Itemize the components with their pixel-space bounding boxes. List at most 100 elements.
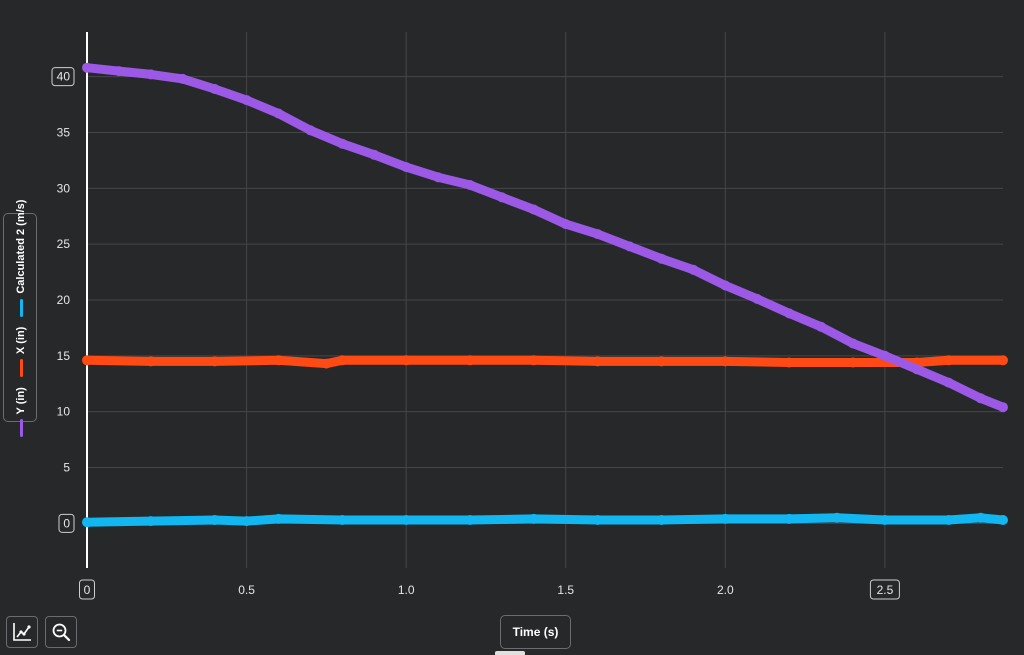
legend-item-x[interactable]: X (in) <box>15 327 27 378</box>
data-point-calculated-2-m-s <box>720 513 731 524</box>
data-point-x-in <box>848 357 858 368</box>
data-point-calculated-2-m-s <box>528 513 539 524</box>
zoom-button[interactable] <box>45 616 77 648</box>
data-point-y-in <box>465 180 475 190</box>
data-point-y-in <box>113 66 124 77</box>
data-point-y-in <box>145 69 156 80</box>
data-point-y-in <box>560 219 571 230</box>
data-point-y-in <box>879 350 890 361</box>
x-tick-label: 2.5 <box>877 583 894 597</box>
data-point-x-in <box>337 355 348 366</box>
x-tick-label: 0.5 <box>238 583 255 597</box>
graph-tools-button[interactable] <box>6 616 38 648</box>
data-point-calculated-2-m-s <box>832 512 842 523</box>
y-tick-label: 35 <box>57 126 71 140</box>
scroll-handle[interactable] <box>495 651 525 655</box>
data-point-y-in <box>273 108 284 119</box>
x-tick-label: 1.0 <box>398 583 415 597</box>
data-point-calculated-2-m-s <box>241 516 252 527</box>
x-tick-label: 0 <box>84 583 91 597</box>
data-point-x-in <box>720 356 731 367</box>
legend-swatch-calculated-2 <box>19 298 23 317</box>
series-calculated-2-m-s <box>82 512 1008 528</box>
series-line-calculated-2-m-s <box>82 513 1008 527</box>
legend-swatch-x <box>19 359 23 378</box>
legend-items: Y (in) X (in) Calculated 2 (m/s) <box>4 200 38 438</box>
data-point-y-in <box>624 241 635 252</box>
legend-swatch-y <box>19 419 23 438</box>
x-tick-label: 2.0 <box>717 583 734 597</box>
x-axis-label-button[interactable]: Time (s) <box>500 615 571 649</box>
data-point-x-in <box>465 355 475 366</box>
x-axis-label: Time (s) <box>512 625 559 639</box>
y-tick-label: 5 <box>63 461 70 475</box>
y-tick-label: 15 <box>57 349 71 363</box>
data-point-y-in <box>848 338 858 349</box>
data-point-calculated-2-m-s <box>82 517 92 528</box>
data-point-x-in <box>82 355 92 366</box>
data-point-y-in <box>656 253 667 264</box>
data-point-y-in <box>816 321 827 332</box>
data-point-y-in <box>369 149 380 160</box>
data-point-calculated-2-m-s <box>209 515 220 525</box>
data-point-x-in <box>592 356 603 367</box>
data-point-x-in <box>528 355 539 366</box>
y-tick-label: 25 <box>57 237 71 251</box>
legend-label-y: Y (in) <box>15 387 27 415</box>
data-point-x-in <box>998 355 1008 366</box>
legend-label-x: X (in) <box>15 326 27 355</box>
x-tick-label: 1.5 <box>557 583 574 597</box>
series-line-x-in <box>82 355 1008 369</box>
data-point-y-in <box>82 62 92 73</box>
y-tick-box <box>58 513 75 533</box>
data-point-y-in <box>975 393 986 404</box>
series-x-in <box>82 355 1008 369</box>
data-point-x-in <box>145 356 156 367</box>
data-point-y-in <box>337 138 348 149</box>
y-tick-label: 0 <box>63 516 70 530</box>
legend-item-y[interactable]: Y (in) <box>15 387 27 438</box>
data-point-calculated-2-m-s <box>145 516 156 527</box>
data-point-y-in <box>401 162 412 173</box>
legend[interactable]: Y (in) X (in) Calculated 2 (m/s) <box>3 200 38 438</box>
data-point-y-in <box>784 308 795 319</box>
data-point-x-in <box>784 357 795 368</box>
data-point-y-in <box>720 280 731 291</box>
data-point-y-in <box>209 84 220 94</box>
data-point-x-in <box>401 355 412 366</box>
legend-label-calculated-2: Calculated 2 (m/s) <box>15 199 27 294</box>
y-tick-label: 40 <box>57 70 71 84</box>
series-line-y-in <box>82 63 1008 412</box>
data-point-calculated-2-m-s <box>337 515 348 525</box>
data-point-calculated-2-m-s <box>273 513 284 524</box>
data-point-calculated-2-m-s <box>879 515 890 525</box>
data-point-x-in <box>273 355 284 366</box>
x-tick-box <box>79 579 95 600</box>
data-point-y-in <box>998 402 1008 413</box>
data-point-y-in <box>528 204 539 215</box>
data-point-y-in <box>911 364 922 375</box>
data-point-calculated-2-m-s <box>784 513 795 524</box>
chart-line-icon <box>13 623 31 641</box>
x-tick-box <box>869 579 900 600</box>
data-point-x-in <box>656 356 667 367</box>
data-point-x-in <box>209 356 220 367</box>
series-y-in <box>82 62 1008 413</box>
data-point-calculated-2-m-s <box>465 515 475 525</box>
data-point-y-in <box>943 377 954 388</box>
legend-item-calculated-2[interactable]: Calculated 2 (m/s) <box>15 200 27 317</box>
data-point-y-in <box>752 293 763 304</box>
data-point-y-in <box>496 192 507 203</box>
y-tick-label: 30 <box>57 181 71 195</box>
gridlines <box>87 32 1003 568</box>
data-point-y-in <box>177 73 188 84</box>
data-point-calculated-2-m-s <box>943 515 954 525</box>
data-point-calculated-2-m-s <box>656 515 667 525</box>
data-point-y-in <box>592 229 603 240</box>
y-tick-box <box>51 67 75 87</box>
data-point-y-in <box>241 95 252 106</box>
zoom-out-icon <box>52 623 71 642</box>
data-point-x-in <box>943 355 954 366</box>
